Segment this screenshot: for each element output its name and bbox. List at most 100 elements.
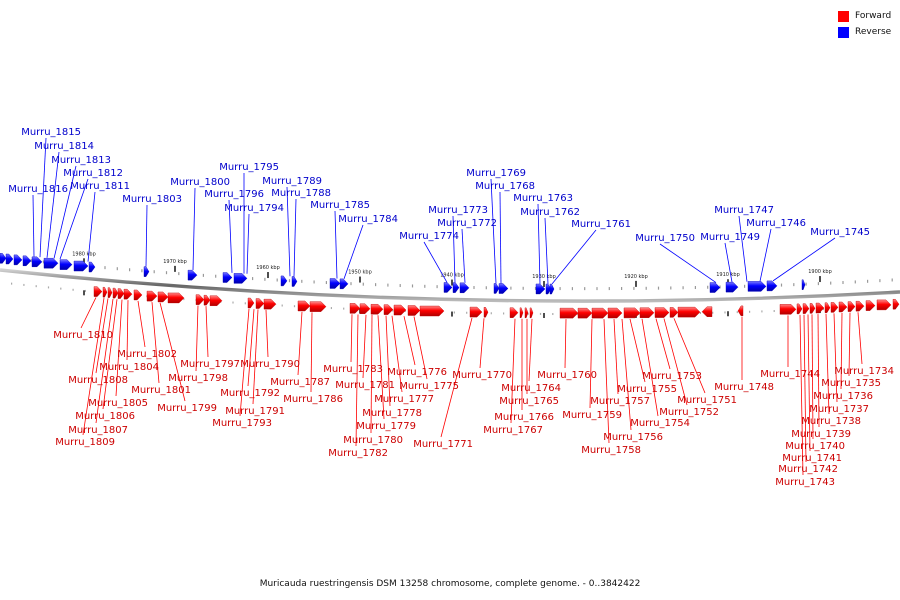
forward-gene-arrow	[847, 301, 856, 312]
reverse-gene-arrow	[187, 269, 198, 281]
legend-reverse-label: Reverse	[855, 27, 892, 37]
reverse-gene-label: Murru_1785	[310, 200, 370, 211]
forward-label-leader	[811, 314, 814, 440]
reverse-gene-arrow	[725, 281, 739, 293]
forward-label-leader	[564, 319, 567, 369]
forward-label-leader	[799, 314, 804, 476]
forward-gene-arrow	[623, 307, 641, 319]
forward-label-leader	[82, 298, 105, 436]
forward-gene-arrow	[247, 297, 255, 309]
reverse-label-leader	[192, 187, 196, 271]
forward-label-leader	[479, 318, 485, 369]
forward-gene-label: Murru_1748	[714, 382, 774, 393]
reverse-label-leader	[286, 186, 291, 277]
forward-gene-label: Murru_1737	[809, 404, 869, 415]
forward-gene-arrow	[93, 286, 103, 297]
forward-label-leader	[663, 318, 688, 406]
scale-tick-label: 1900 kbp	[808, 269, 832, 275]
forward-gene-arrow	[309, 301, 327, 312]
reverse-label-leader	[772, 237, 836, 282]
reverse-label-leader	[537, 203, 541, 284]
forward-label-leader	[370, 315, 373, 434]
forward-label-leader	[310, 312, 313, 393]
reverse-gene-label: Murru_1749	[700, 232, 760, 243]
forward-gene-label: Murru_1738	[801, 416, 861, 427]
forward-gene-label: Murru_1799	[157, 403, 217, 414]
forward-gene-arrow	[123, 288, 133, 300]
scale-tick-label: 1920 kbp	[624, 274, 648, 280]
forward-gene-arrow	[737, 305, 744, 317]
reverse-gene-arrow	[233, 273, 248, 284]
forward-gene-label: Murru_1776	[387, 367, 447, 378]
scale-tick-label: 1910 kbp	[716, 272, 740, 278]
reverse-label-leader	[499, 191, 502, 284]
forward-gene-label: Murru_1798	[168, 373, 228, 384]
reverse-gene-label: Murru_1762	[520, 207, 580, 218]
forward-gene-arrow	[167, 292, 185, 304]
forward-label-leader	[151, 302, 160, 384]
reverse-gene-arrow	[801, 279, 806, 290]
reverse-label-leader	[59, 178, 89, 260]
forward-label-leader	[350, 314, 353, 363]
forward-label-leader	[848, 312, 851, 377]
forward-gene-arrow	[892, 299, 900, 310]
forward-gene-arrow	[146, 290, 158, 302]
reverse-gene-arrow	[73, 260, 89, 272]
forward-gene-arrow	[370, 304, 384, 315]
forward-label-leader	[621, 318, 632, 431]
legend: Forward Reverse	[838, 8, 891, 40]
forward-label-leader	[613, 319, 619, 395]
forward-gene-label: Murru_1786	[283, 394, 343, 405]
forward-gene-label: Murru_1792	[220, 388, 280, 399]
forward-gene-arrow	[607, 307, 623, 319]
forward-gene-label: Murru_1771	[413, 439, 473, 450]
reverse-label-leader	[343, 224, 364, 280]
forward-gene-label: Murru_1810	[53, 330, 113, 341]
forward-gene-arrow	[830, 302, 839, 313]
forward-gene-arrow	[383, 304, 394, 315]
forward-label-leader	[629, 318, 646, 383]
forward-label-leader	[655, 318, 671, 370]
reverse-gene-arrow	[498, 283, 509, 294]
reverse-gene-arrow	[143, 266, 150, 277]
forward-gene-label: Murru_1740	[785, 441, 845, 452]
forward-gene-label: Murru_1805	[88, 398, 148, 409]
gene-arrows	[0, 253, 900, 319]
forward-gene-label: Murru_1808	[68, 375, 128, 386]
forward-label-leader	[205, 306, 209, 358]
reverse-label-leader	[659, 243, 717, 283]
forward-label-leader	[833, 313, 838, 403]
forward-label-leader	[80, 297, 97, 329]
forward-gene-arrow	[654, 307, 670, 318]
forward-label-leader	[252, 309, 259, 405]
reverse-label-leader	[544, 217, 549, 285]
forward-label-leader	[265, 309, 269, 358]
reverse-label-leader	[423, 241, 448, 283]
reverse-label-leader	[53, 165, 77, 259]
forward-gene-arrow	[802, 303, 810, 314]
reverse-label-leader	[724, 242, 733, 283]
forward-gene-arrow	[865, 300, 876, 311]
reverse-label-leader	[293, 198, 297, 277]
forward-gene-arrow	[483, 307, 489, 318]
forward-gene-label: Murru_1807	[68, 425, 128, 436]
forward-gene-label: Murru_1765	[499, 396, 559, 407]
forward-gene-label: Murru_1743	[775, 477, 835, 488]
reverse-gene-arrow	[22, 255, 32, 267]
reverse-gene-label: Murru_1794	[224, 203, 284, 214]
forward-label-leader	[803, 314, 807, 463]
forward-gene-label: Murru_1806	[75, 411, 135, 422]
reverse-gene-arrow	[766, 280, 778, 292]
forward-label-leader	[102, 299, 118, 410]
forward-gene-arrow	[779, 304, 797, 315]
scale-tick-label: 1960 kbp	[256, 265, 280, 271]
forward-gene-label: Murru_1787	[270, 377, 330, 388]
reverse-gene-arrow	[493, 283, 500, 294]
forward-gene-arrow	[519, 307, 524, 318]
forward-label-leader	[159, 302, 186, 402]
legend-forward: Forward	[838, 8, 891, 24]
forward-gene-label: Murru_1755	[617, 384, 677, 395]
forward-label-leader	[95, 298, 114, 424]
forward-label-leader	[239, 308, 250, 417]
forward-gene-arrow	[809, 303, 816, 314]
